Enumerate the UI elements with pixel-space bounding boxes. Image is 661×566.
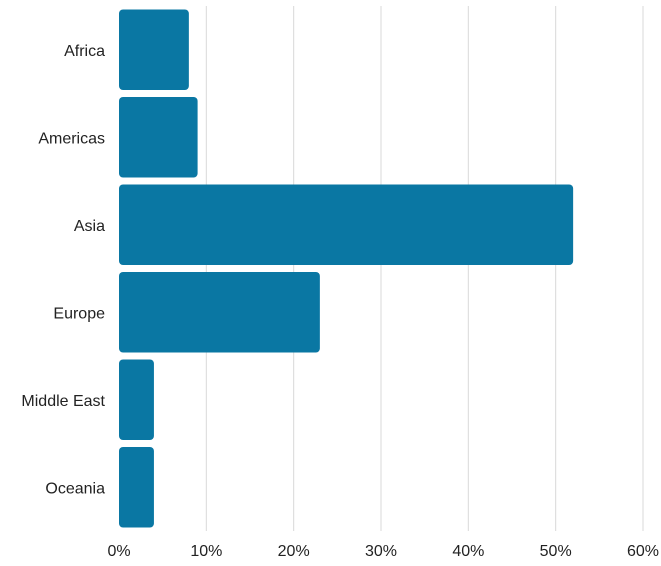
x-tick-label: 20% [278, 543, 310, 560]
y-tick-label: Americas [38, 130, 105, 147]
x-tick-label: 50% [540, 543, 572, 560]
bar-africa [119, 9, 189, 90]
bar-series [119, 9, 574, 528]
y-tick-label: Middle East [21, 393, 105, 410]
y-tick-label: Africa [64, 43, 105, 60]
value-axis: 0% 10% 20% 30% 40% 50% 60% [107, 543, 659, 560]
y-tick-label: Asia [74, 218, 105, 235]
category-axis: Africa Americas Asia Europe Middle East Ocean… [21, 43, 105, 498]
grid-lines [205, 6, 644, 531]
x-tick-label: 30% [365, 543, 397, 560]
x-tick-label: 60% [627, 543, 659, 560]
y-tick-label: Europe [53, 305, 105, 322]
y-tick-label: Oceania [45, 480, 105, 497]
x-tick-label: 0% [107, 543, 130, 560]
x-tick-label: 10% [190, 543, 222, 560]
bar-americas [119, 97, 198, 178]
bar-middle-east [119, 359, 154, 440]
bar-asia [119, 184, 574, 265]
bar-oceania [119, 447, 154, 528]
x-tick-label: 40% [452, 543, 484, 560]
bar-europe [119, 272, 320, 353]
